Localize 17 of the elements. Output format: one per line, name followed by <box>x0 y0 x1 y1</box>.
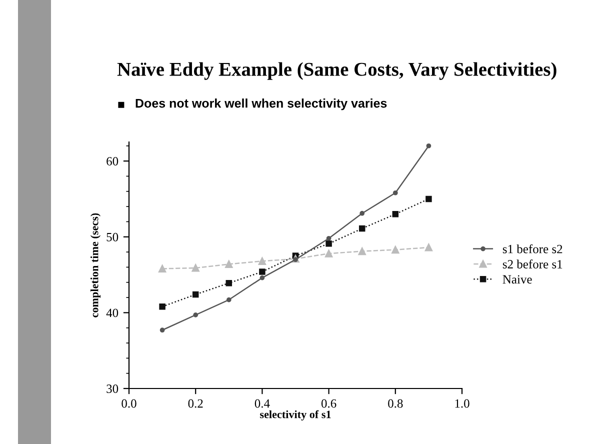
x-axis-title: selectivity of s1 <box>260 410 331 420</box>
chart-subtitle: Does not work well when selectivity varies <box>136 98 387 110</box>
legend-label: s1 before s2 <box>502 244 562 254</box>
legend-label: Naive <box>502 275 532 284</box>
y-tick-label: 40 <box>106 308 118 318</box>
chart-title: Naïve Eddy Example (Same Costs, Vary Selectivities) <box>117 62 556 80</box>
x-tick-label: 0.8 <box>388 399 403 408</box>
y-tick-label: 60 <box>106 157 118 166</box>
x-tick-label: 0.0 <box>122 399 136 408</box>
y-tick-label: 50 <box>106 232 118 242</box>
x-tick-label: 1.0 <box>455 399 470 408</box>
legend-label: s2 before s1 <box>502 260 562 268</box>
x-tick-label: 0.6 <box>321 399 336 408</box>
y-tick-label: 30 <box>106 384 118 393</box>
x-tick-label: 0.2 <box>188 399 203 408</box>
y-axis-title: completion time (secs) <box>90 213 101 318</box>
x-tick-label: 0.4 <box>254 399 270 408</box>
